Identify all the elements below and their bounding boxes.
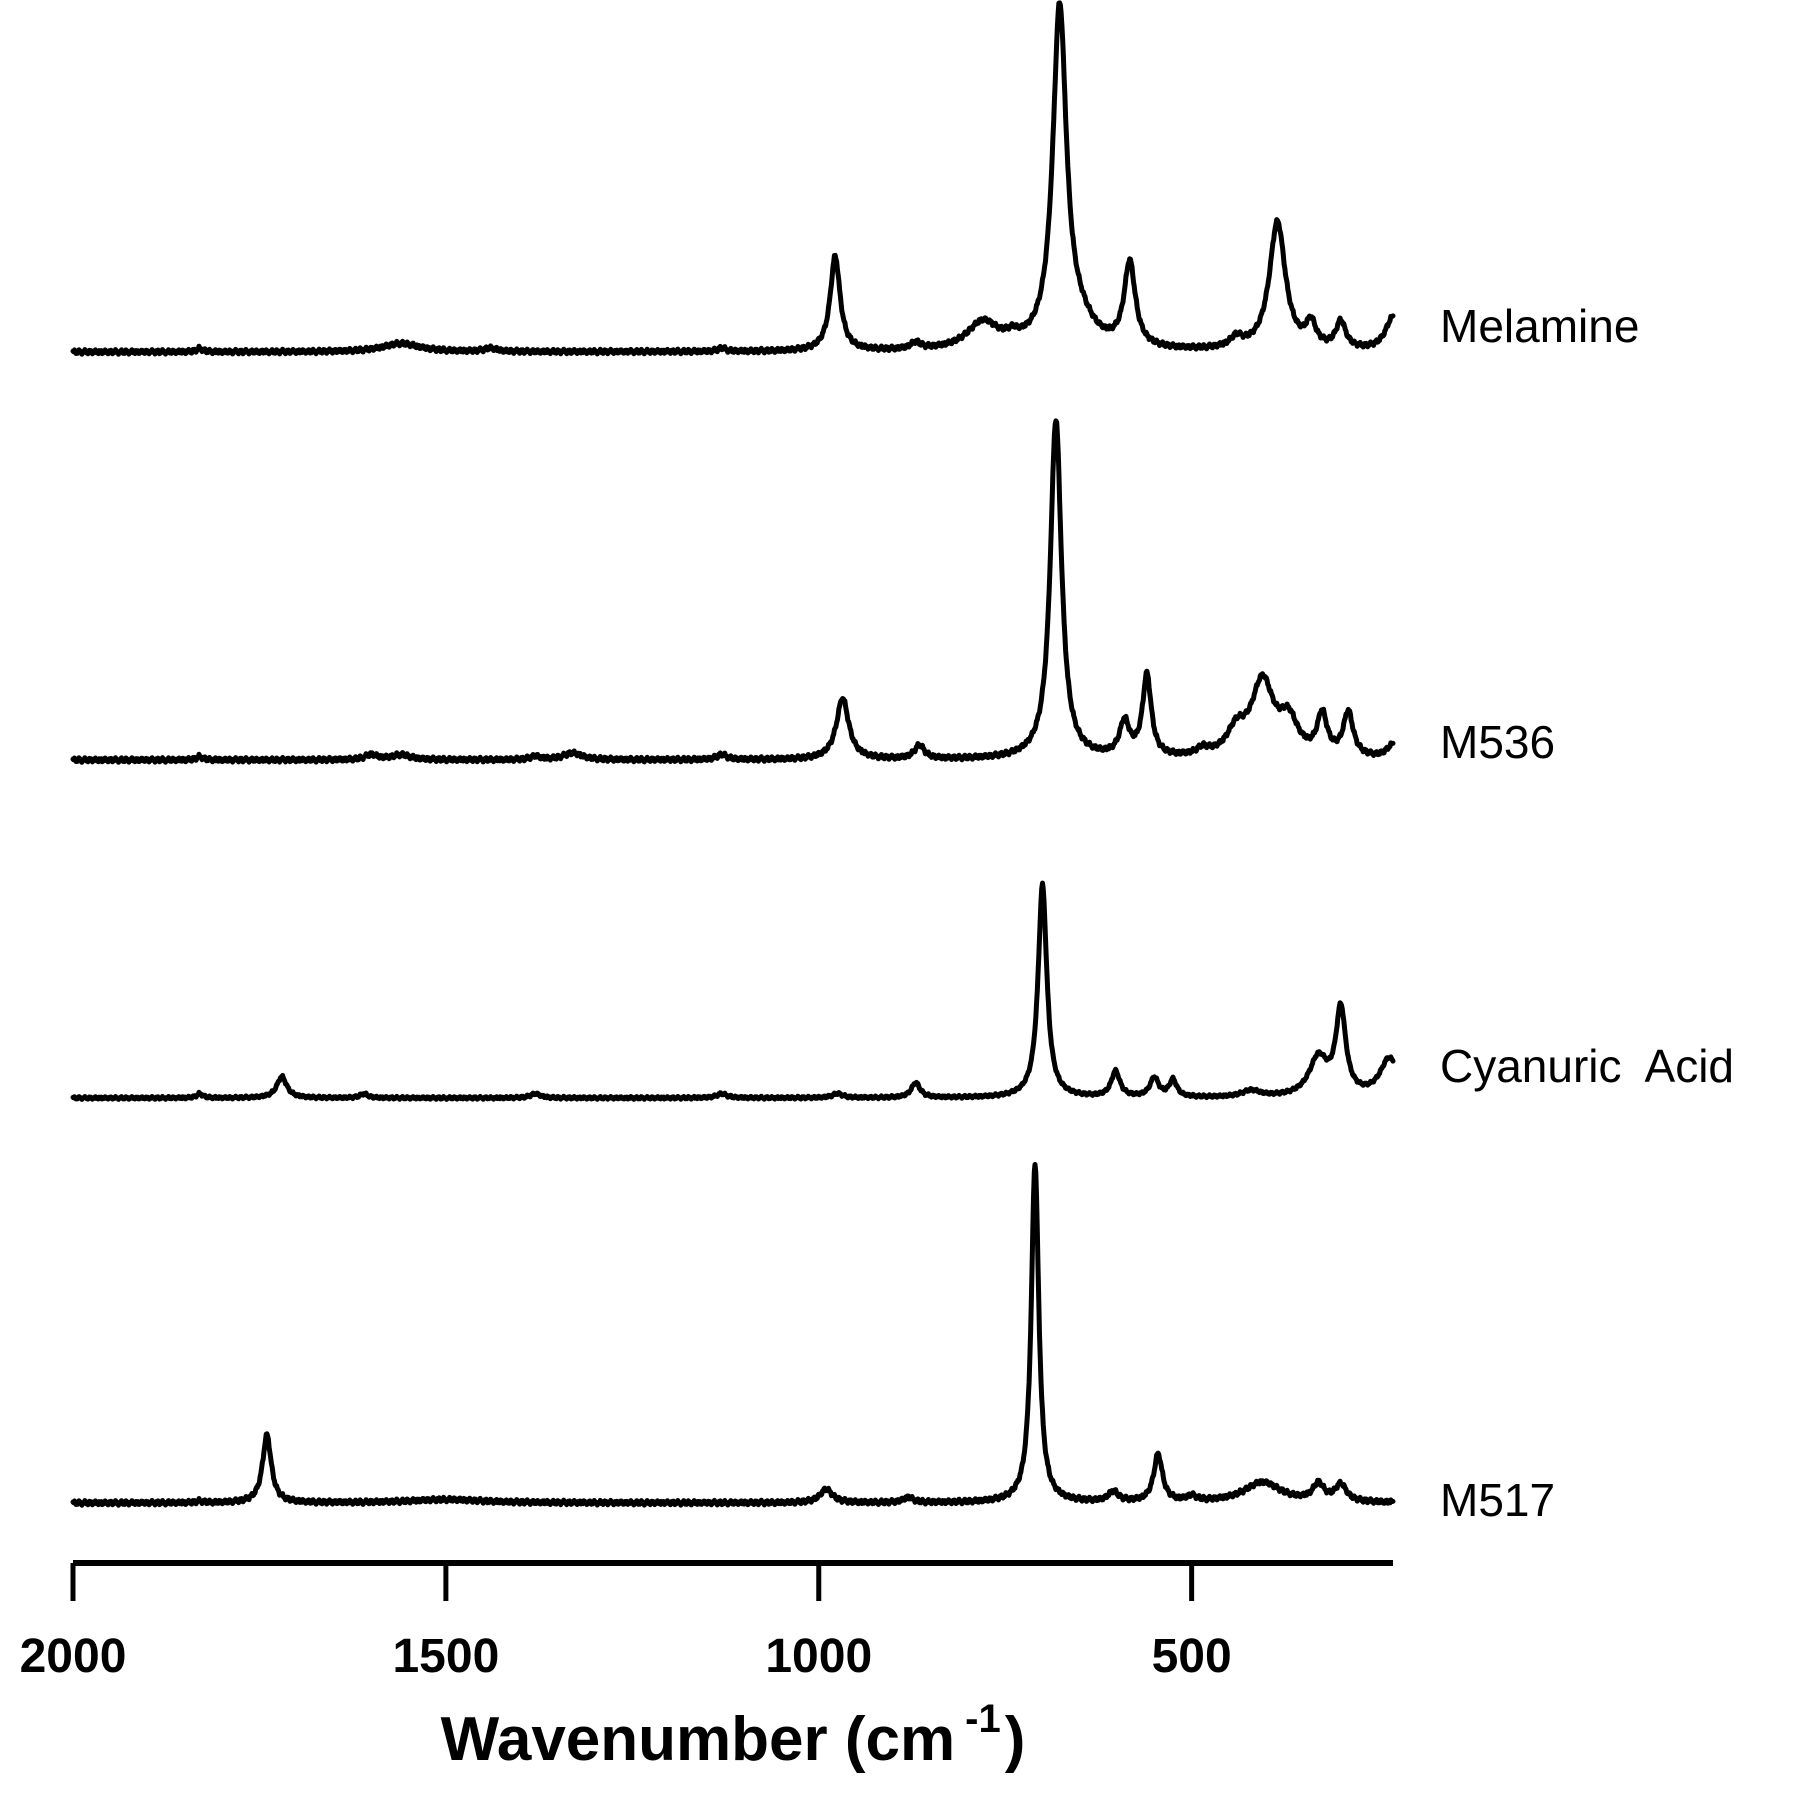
x-tick-label-500: 500 xyxy=(1152,1630,1232,1683)
x-tick-label-1000: 1000 xyxy=(765,1630,872,1683)
series-label-1: Melamine xyxy=(1440,300,1639,352)
series-label-4: M517 xyxy=(1440,1474,1555,1526)
x-axis-ticks: 2000 1500 1000 500 xyxy=(20,1563,1232,1683)
series-line-1 xyxy=(70,0,1396,357)
x-tick-label-2000: 2000 xyxy=(20,1630,127,1683)
series-line-3 xyxy=(70,880,1396,1102)
x-axis-title-close: ) xyxy=(1005,1705,1026,1774)
series-line-2 xyxy=(70,418,1396,765)
x-axis-title-main: Wavenumber (cm xyxy=(441,1705,956,1774)
spectra-traces xyxy=(70,0,1396,1508)
series-labels: Melamine M536 Cyanuric Acid M517 xyxy=(1440,300,1734,1526)
x-tick-label-1500: 1500 xyxy=(392,1630,499,1683)
x-axis-title-superscript: -1 xyxy=(965,1697,1001,1741)
series-label-2: M536 xyxy=(1440,716,1555,768)
x-axis-title: Wavenumber (cm -1) xyxy=(441,1697,1026,1774)
series-line-4 xyxy=(70,1162,1396,1508)
series-label-3: Cyanuric Acid xyxy=(1440,1040,1734,1092)
